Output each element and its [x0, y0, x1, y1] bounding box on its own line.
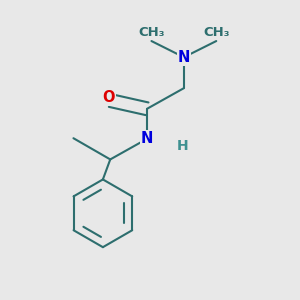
- Text: O: O: [103, 90, 115, 105]
- Text: CH₃: CH₃: [203, 26, 230, 39]
- Text: N: N: [178, 50, 190, 65]
- Text: N: N: [141, 131, 153, 146]
- Text: CH₃: CH₃: [138, 26, 165, 39]
- Text: H: H: [176, 139, 188, 153]
